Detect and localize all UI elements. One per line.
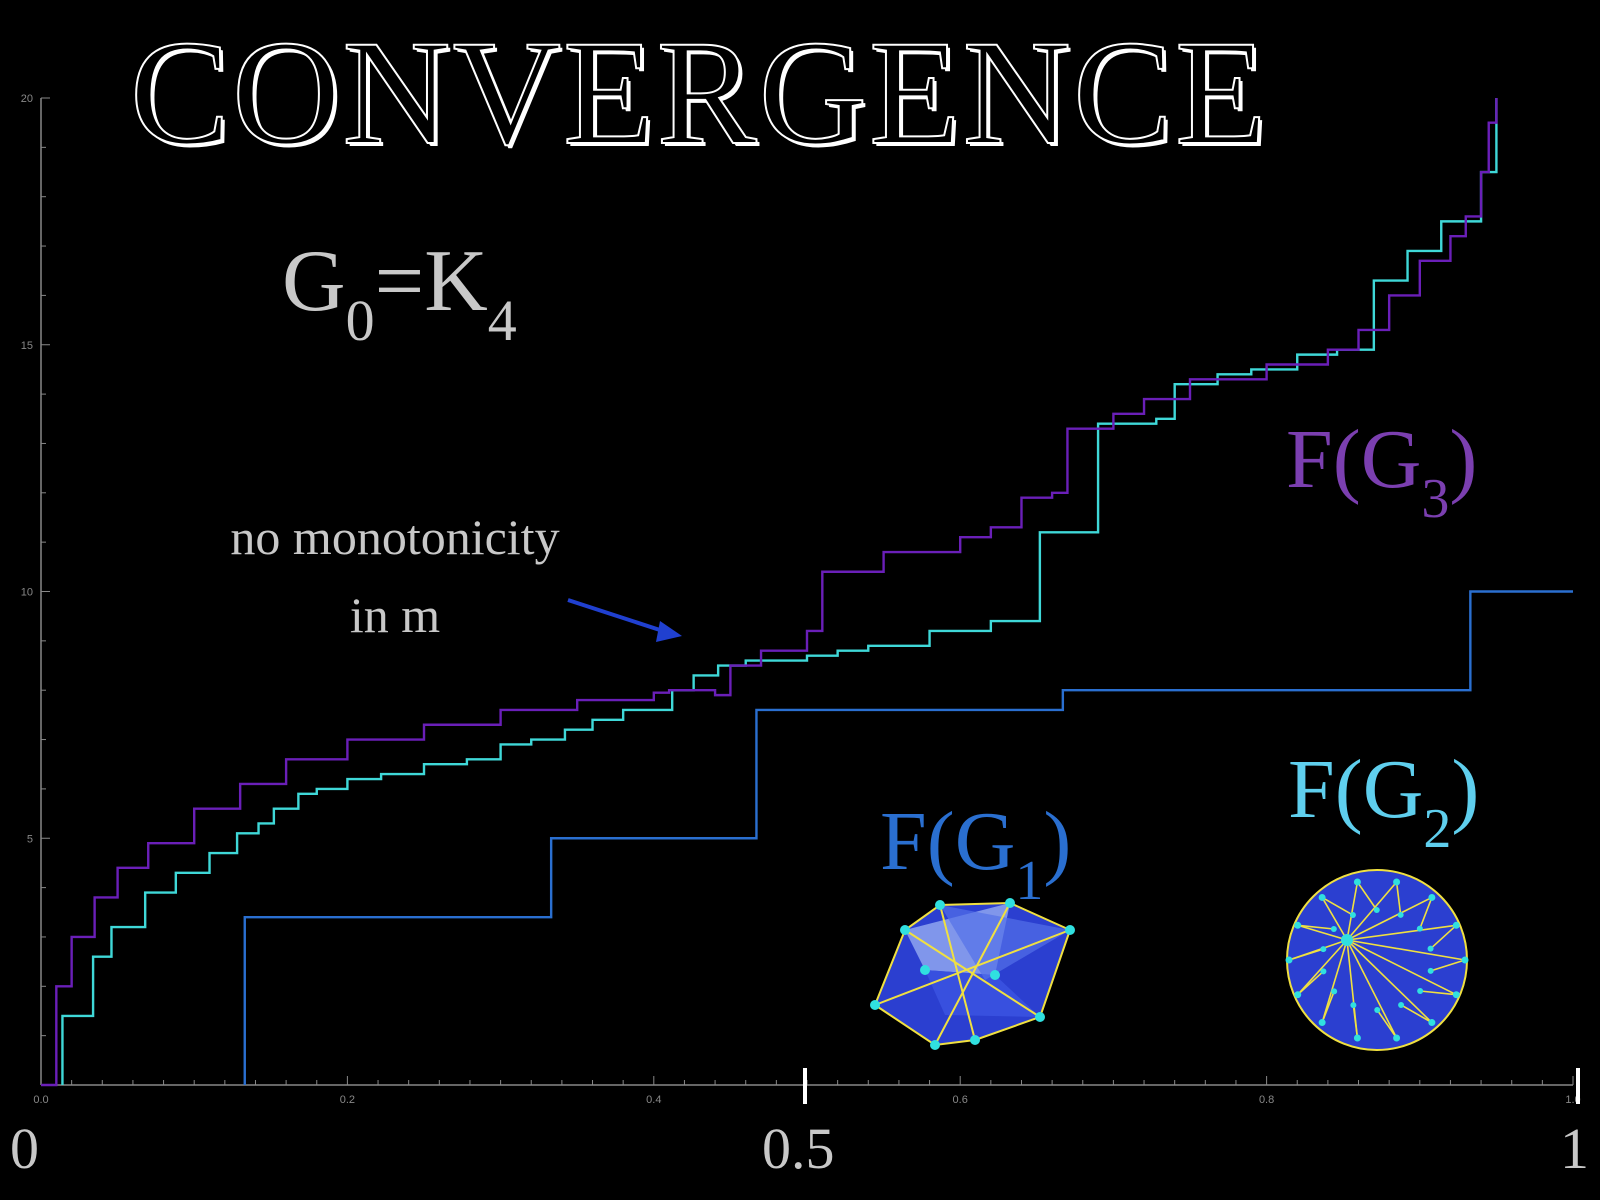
x-tick-label: 0.6: [953, 1094, 968, 1106]
page-title: CONVERGENCE: [129, 10, 1269, 176]
chart-series: [41, 98, 1573, 1087]
big-tick-marks: [803, 1068, 1580, 1104]
series-label-f2: F(G2): [1288, 743, 1480, 860]
graph-illustrations: [870, 869, 1469, 1051]
annotation-text: no monotonicity in m: [160, 498, 630, 654]
y-tick-label: 15: [21, 340, 33, 352]
graph-g1-illustration: [870, 898, 1075, 1050]
y-tick-label: 20: [21, 93, 33, 105]
annotation-arrow: [567, 598, 682, 642]
annotation-line-2: in m: [349, 587, 441, 643]
series-label-f1: F(G1): [880, 795, 1072, 912]
big-tick-label-1: 1: [1560, 1116, 1589, 1181]
y-tick-label: 10: [21, 587, 33, 599]
x-tick-label: 0.0: [33, 1094, 48, 1106]
series-label-f3: F(G3): [1286, 413, 1478, 530]
big-tick-label-0: 0: [10, 1116, 39, 1181]
x-tick-label: 0.2: [340, 1094, 355, 1106]
x-tick-label: 0.4: [646, 1094, 661, 1106]
graph-definition-label: G0=K4: [282, 233, 517, 353]
graph-g2-illustration: [1285, 869, 1469, 1051]
annotation-line-1: no monotonicity: [230, 509, 560, 565]
big-tick-label-0-5: 0.5: [762, 1116, 835, 1181]
x-tick-label: 0.8: [1259, 1094, 1274, 1106]
series-line-3: [41, 98, 1498, 1087]
series-line-1: [243, 590, 1573, 1085]
y-tick-label: 5: [27, 833, 33, 845]
